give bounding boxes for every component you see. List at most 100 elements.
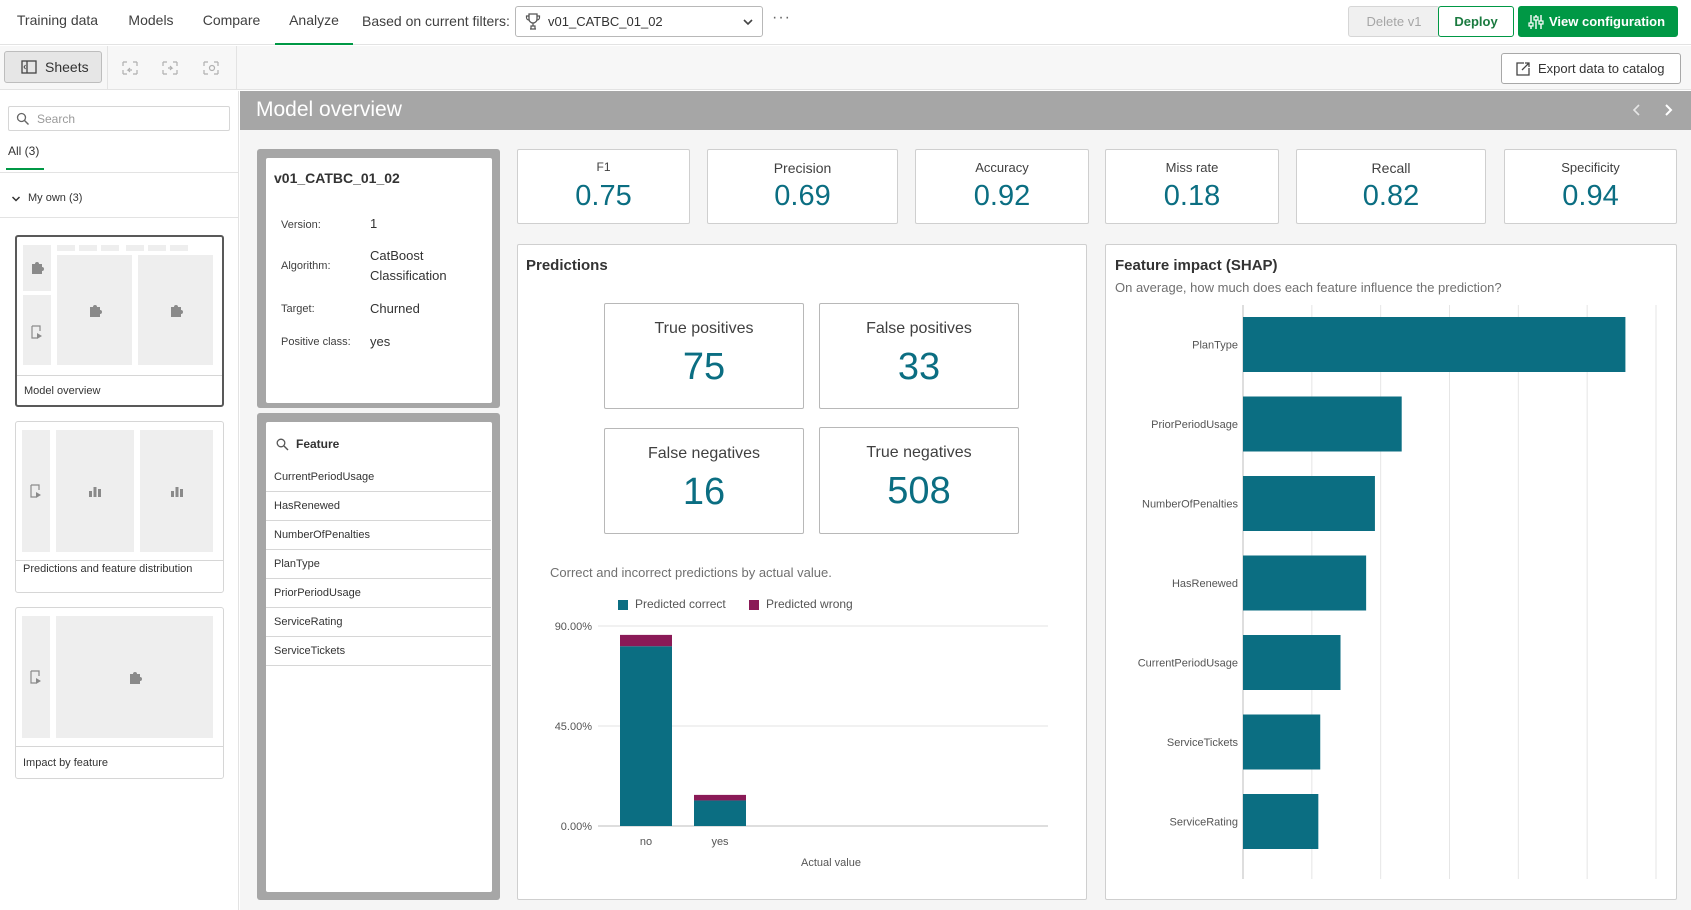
positive-class-label: Positive class: bbox=[281, 336, 351, 348]
redo-icon[interactable] bbox=[161, 60, 179, 76]
selection-icon[interactable] bbox=[202, 60, 220, 76]
export-icon bbox=[1516, 62, 1530, 76]
kpi-value: 0.69 bbox=[774, 180, 831, 212]
search-input[interactable] bbox=[35, 110, 225, 127]
sheet-thumbnail bbox=[23, 243, 216, 371]
text-object-icon bbox=[31, 325, 42, 339]
true-negatives-card: True negatives 508 bbox=[819, 427, 1019, 534]
kpi-label: Miss rate bbox=[1165, 160, 1219, 175]
search-icon[interactable] bbox=[276, 438, 289, 451]
my-own-group-label[interactable]: My own (3) bbox=[28, 192, 83, 204]
filter-select-value: v01_CATBC_01_02 bbox=[548, 14, 663, 29]
cm-label: False negatives bbox=[647, 445, 761, 462]
kpi-f1: F1 0.75 bbox=[517, 149, 690, 224]
more-options-icon[interactable]: ··· bbox=[772, 9, 791, 26]
model-name: v01_CATBC_01_02 bbox=[274, 170, 400, 186]
text-object-icon bbox=[30, 670, 41, 684]
y-tick-label: 0.00% bbox=[561, 821, 592, 833]
delete-version-button[interactable]: Delete v1 bbox=[1348, 6, 1440, 37]
false-negatives-card: False negatives 16 bbox=[604, 428, 804, 534]
predictions-chart-subtitle: Correct and incorrect predictions by act… bbox=[550, 565, 832, 580]
x-tick-label: yes bbox=[711, 836, 729, 848]
kpi-label: F1 bbox=[596, 160, 611, 174]
sheet-card-impact-by-feature[interactable]: Impact by feature bbox=[15, 607, 224, 779]
kpi-value: 0.82 bbox=[1362, 180, 1420, 212]
deploy-button[interactable]: Deploy bbox=[1438, 6, 1514, 37]
cm-label: True negatives bbox=[866, 444, 972, 461]
puzzle-icon bbox=[130, 672, 142, 684]
feature-column-header[interactable]: Feature bbox=[296, 437, 340, 451]
toolbar-divider bbox=[107, 46, 108, 90]
shap-panel: Feature impact (SHAP) On average, how mu… bbox=[1105, 244, 1677, 900]
tab-training-data[interactable]: Training data bbox=[16, 12, 99, 28]
sheet-card-label: Predictions and feature distribution bbox=[23, 563, 193, 575]
list-item[interactable]: CurrentPeriodUsage bbox=[266, 463, 491, 492]
kpi-value: 0.18 bbox=[1163, 180, 1221, 212]
tab-analyze[interactable]: Analyze bbox=[275, 0, 353, 45]
model-filter-select[interactable]: v01_CATBC_01_02 bbox=[515, 6, 763, 37]
sheet-search[interactable] bbox=[8, 106, 230, 131]
y-tick-label: ServiceTickets bbox=[1167, 737, 1239, 749]
kpi-miss-rate: Miss rate 0.18 bbox=[1105, 149, 1279, 224]
y-tick-label: 90.00% bbox=[555, 621, 593, 633]
sheet-card-model-overview[interactable]: Model overview bbox=[15, 235, 224, 407]
kpi-precision: Precision 0.69 bbox=[707, 149, 898, 224]
legend-label-wrong: Predicted wrong bbox=[766, 597, 853, 611]
kpi-specificity: Specificity 0.94 bbox=[1504, 149, 1677, 224]
sheet-card-predictions-feature-distribution[interactable]: Predictions and feature distribution bbox=[15, 421, 224, 593]
panel-divider bbox=[0, 217, 238, 218]
algorithm-label: Algorithm: bbox=[281, 260, 331, 272]
kpi-value: 0.92 bbox=[973, 180, 1031, 212]
legend-swatch-correct bbox=[618, 600, 628, 610]
algorithm-value: CatBoost Classification bbox=[370, 248, 447, 283]
kpi-recall: Recall 0.82 bbox=[1296, 149, 1486, 224]
cm-value: 508 bbox=[887, 470, 951, 512]
sheet-toolbar bbox=[0, 46, 1691, 90]
legend-label-correct: Predicted correct bbox=[635, 597, 726, 611]
chevron-down-icon[interactable] bbox=[11, 194, 21, 204]
sheet-card-label: Impact by feature bbox=[23, 757, 108, 769]
version-value: 1 bbox=[370, 216, 378, 231]
sidebar-panel-icon bbox=[21, 60, 37, 74]
false-positives-card: False positives 33 bbox=[819, 303, 1019, 409]
bar-predicted-wrong bbox=[694, 794, 746, 801]
list-item[interactable]: HasRenewed bbox=[266, 492, 491, 521]
filter-all-tab[interactable]: All (3) bbox=[8, 144, 40, 158]
view-configuration-button[interactable]: View configuration bbox=[1518, 6, 1678, 37]
list-item[interactable]: NumberOfPenalties bbox=[266, 521, 491, 550]
bar-chart-icon bbox=[171, 487, 183, 497]
shap-bar bbox=[1243, 476, 1375, 531]
version-label: Version: bbox=[281, 219, 321, 231]
sheets-toggle-button[interactable]: Sheets bbox=[4, 51, 102, 83]
bar-predicted-correct bbox=[620, 646, 672, 826]
y-tick-label: ServiceRating bbox=[1170, 817, 1238, 829]
feature-list-panel: Feature CurrentPeriodUsage HasRenewed Nu… bbox=[266, 422, 492, 892]
list-item[interactable]: ServiceRating bbox=[266, 608, 491, 637]
export-data-label: Export data to catalog bbox=[1538, 61, 1665, 76]
previous-sheet-icon[interactable] bbox=[1631, 103, 1643, 117]
chevron-down-icon bbox=[743, 19, 753, 26]
list-item[interactable]: PriorPeriodUsage bbox=[266, 579, 491, 608]
predictions-bar-chart: 0.00% 45.00% 90.00% no yes Actual value bbox=[555, 621, 1048, 869]
positive-class-value: yes bbox=[370, 334, 391, 349]
shap-bar bbox=[1243, 317, 1626, 372]
cm-value: 16 bbox=[682, 471, 726, 513]
export-data-button[interactable]: Export data to catalog bbox=[1501, 53, 1681, 84]
undo-icon[interactable] bbox=[121, 60, 139, 76]
sheet-card-label: Model overview bbox=[24, 385, 101, 397]
y-tick-label: HasRenewed bbox=[1172, 578, 1238, 590]
shap-subtitle: On average, how much does each feature i… bbox=[1115, 280, 1502, 295]
next-sheet-icon[interactable] bbox=[1662, 103, 1674, 117]
x-axis-title: Actual value bbox=[801, 857, 861, 869]
shap-bar bbox=[1243, 555, 1367, 611]
tab-models[interactable]: Models bbox=[128, 12, 174, 28]
sheets-label: Sheets bbox=[45, 59, 89, 75]
list-item[interactable]: ServiceTickets bbox=[266, 637, 491, 666]
tab-compare[interactable]: Compare bbox=[202, 12, 261, 28]
kpi-accuracy: Accuracy 0.92 bbox=[915, 149, 1089, 224]
shap-bar bbox=[1243, 794, 1319, 849]
target-value: Churned bbox=[370, 301, 420, 316]
sliders-icon bbox=[1528, 15, 1544, 29]
list-item[interactable]: PlanType bbox=[266, 550, 491, 579]
filter-label: Based on current filters: bbox=[362, 13, 510, 29]
